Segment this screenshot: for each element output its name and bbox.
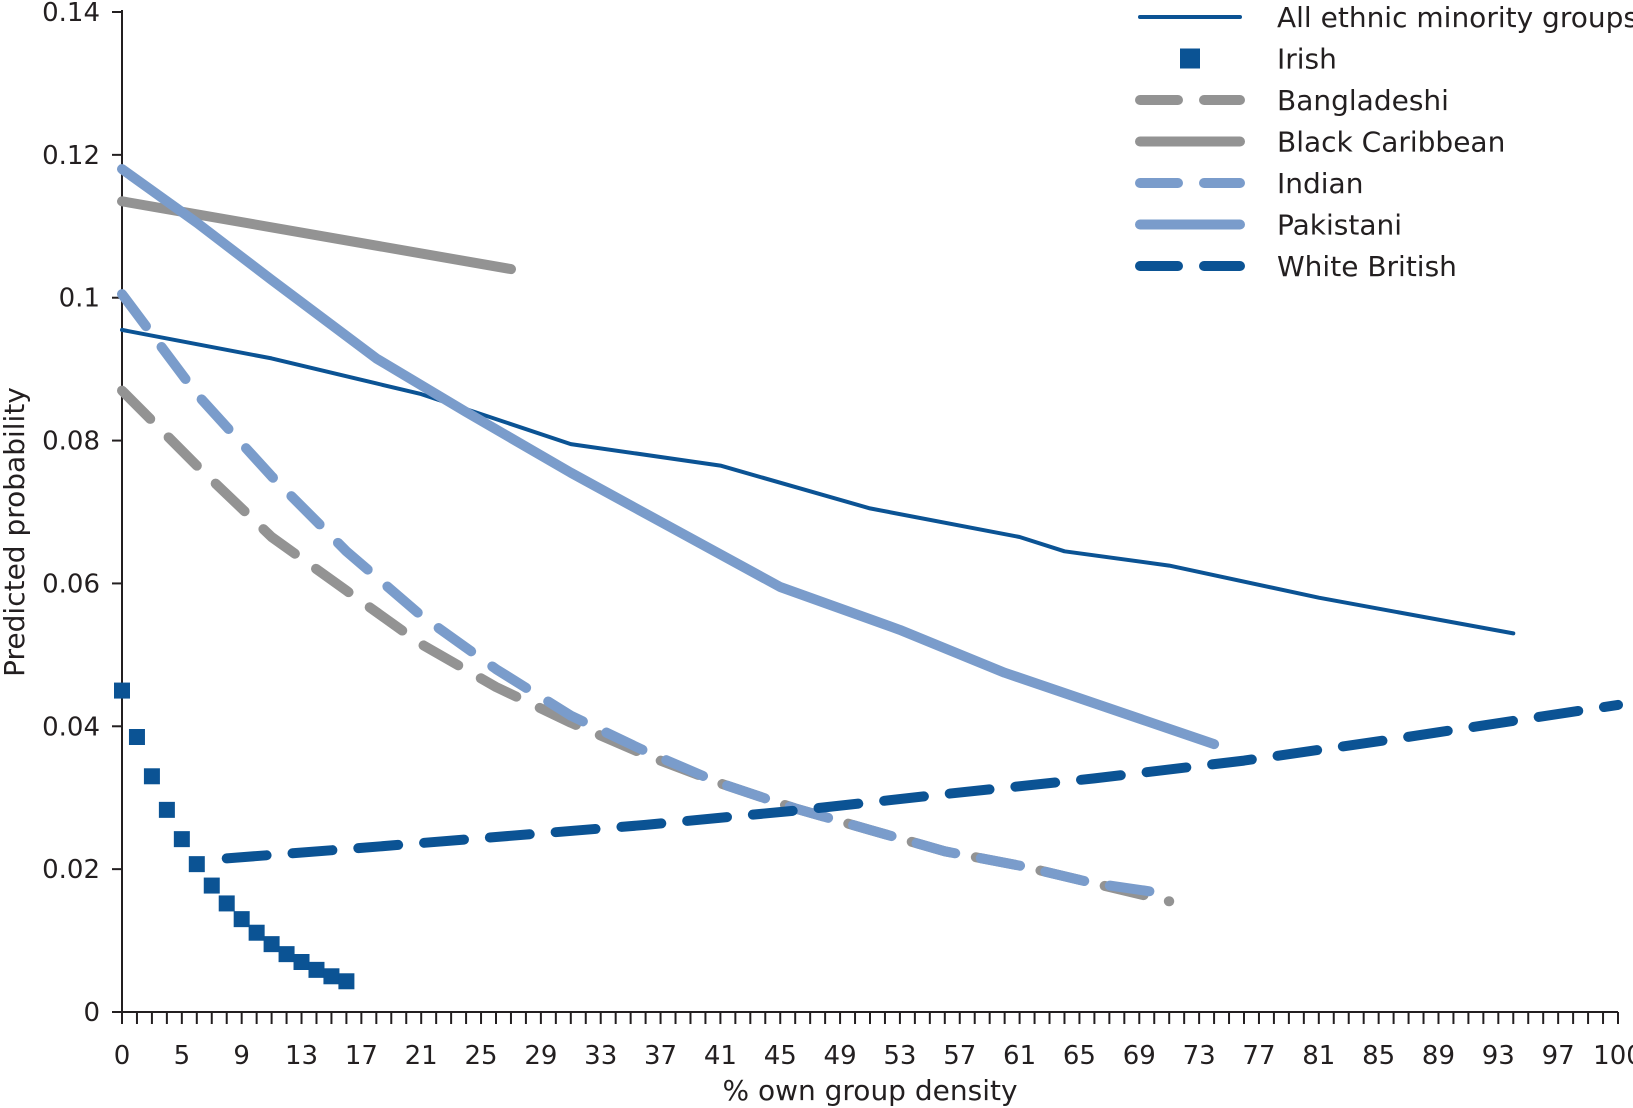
series-irish-point — [293, 954, 310, 970]
x-tick-label: 81 — [1302, 1041, 1335, 1071]
series-irish-point — [203, 877, 220, 894]
x-tick-label: 65 — [1063, 1041, 1096, 1071]
x-tick-label: 73 — [1183, 1041, 1216, 1071]
y-tick-label: 0.12 — [42, 141, 100, 171]
legend-label-black-caribbean: Black Caribbean — [1277, 126, 1505, 159]
series-irish-point — [173, 831, 190, 848]
y-tick-label: 0.1 — [59, 284, 100, 314]
x-axis-title: % own group density — [722, 1074, 1017, 1107]
series-irish-point — [143, 768, 160, 785]
series-irish-point — [308, 961, 325, 978]
x-tick-label: 25 — [464, 1041, 497, 1071]
x-tick-label: 5 — [174, 1041, 191, 1071]
x-tick-label: 85 — [1362, 1041, 1395, 1071]
x-tick-label: 21 — [405, 1041, 438, 1071]
series-all-ethnic-minority-groups-line — [120, 327, 1516, 636]
y-tick-label: 0.04 — [42, 712, 100, 742]
x-tick-label: 93 — [1482, 1041, 1515, 1071]
y-tick-label: 0 — [83, 998, 100, 1028]
x-tick-label: 33 — [584, 1041, 617, 1071]
legend-label-bangladeshi: Bangladeshi — [1277, 84, 1449, 117]
legend-label-all-ethnic-minority-groups: All ethnic minority groups — [1277, 1, 1633, 34]
series-irish-point — [188, 856, 205, 873]
legend-label-indian: Indian — [1277, 167, 1363, 200]
series-irish-point — [263, 936, 280, 953]
y-tick-label: 0.08 — [42, 427, 100, 457]
series-irish-point — [323, 968, 340, 985]
series-irish-point — [158, 801, 175, 818]
series-irish-point — [233, 911, 250, 928]
x-tick-label: 49 — [824, 1041, 857, 1071]
x-tick-label: 100 — [1593, 1041, 1633, 1071]
x-tick-label: 61 — [1003, 1041, 1036, 1071]
series-white-british-line — [221, 699, 1623, 864]
x-tick-label: 69 — [1123, 1041, 1156, 1071]
y-tick-label: 0.02 — [42, 855, 100, 885]
series-irish-point — [338, 973, 355, 990]
x-tick-label: 17 — [345, 1041, 378, 1071]
x-tick-label: 29 — [524, 1041, 557, 1071]
x-tick-label: 89 — [1422, 1041, 1455, 1071]
y-axis-title: Predicted probability — [0, 387, 31, 677]
y-tick-label: 0.14 — [42, 0, 100, 28]
x-tick-label: 0 — [114, 1041, 131, 1071]
series-irish-point — [114, 682, 130, 699]
x-tick-label: 9 — [233, 1041, 250, 1071]
series-irish-point — [218, 895, 235, 912]
series-irish-point — [128, 729, 145, 745]
x-tick-label: 37 — [644, 1041, 677, 1071]
x-tick-label: 77 — [1242, 1041, 1275, 1071]
legend-label-pakistani: Pakistani — [1277, 209, 1402, 242]
x-tick-label: 45 — [764, 1041, 797, 1071]
x-tick-label: 97 — [1542, 1041, 1575, 1071]
series-indian-line — [117, 289, 1175, 900]
series-irish-point — [278, 946, 295, 963]
y-tick-label: 0.06 — [42, 569, 100, 599]
series-irish-point — [248, 924, 265, 941]
x-tick-label: 53 — [883, 1041, 916, 1071]
x-tick-label: 13 — [285, 1041, 318, 1071]
legend-swatch-irish — [1180, 48, 1200, 69]
legend-label-irish: Irish — [1277, 43, 1337, 76]
legend-label-white-british: White British — [1277, 250, 1457, 283]
x-tick-label: 57 — [943, 1041, 976, 1071]
series-pakistani-line — [117, 164, 1220, 750]
x-tick-label: 41 — [704, 1041, 737, 1071]
